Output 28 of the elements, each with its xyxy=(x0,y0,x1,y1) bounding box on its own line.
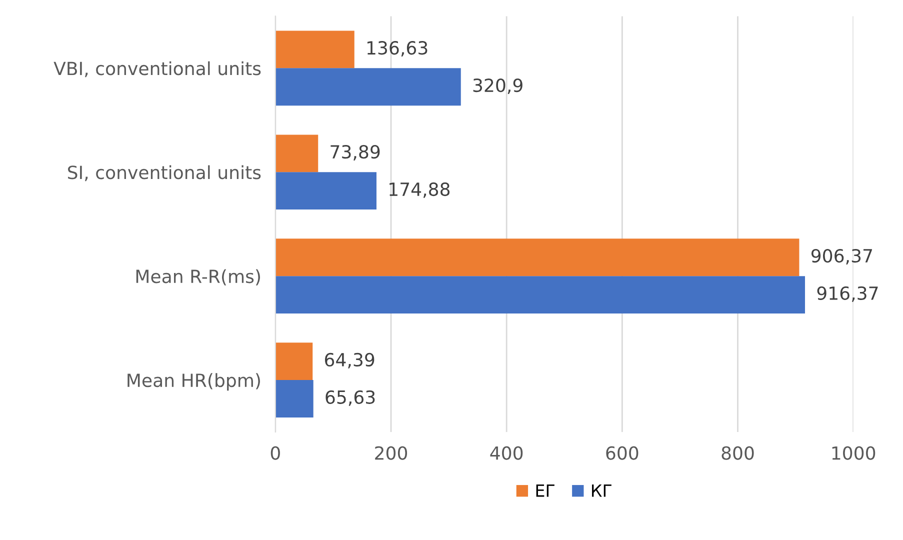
bar xyxy=(275,380,314,418)
data-label: 136,63 xyxy=(367,41,428,57)
data-label: 320,9 xyxy=(473,78,522,94)
data-label: 916,37 xyxy=(817,286,878,302)
bar xyxy=(275,30,354,68)
x-tick-label: 800 xyxy=(722,446,754,460)
x-tick-label: 400 xyxy=(490,446,523,460)
data-label: 174,88 xyxy=(390,182,450,198)
bar xyxy=(275,342,313,380)
bar xyxy=(275,68,461,106)
y-tick-label: VBI, conventional units xyxy=(54,61,261,78)
bar xyxy=(275,172,376,210)
y-tick-label: Mean HR(bpm) xyxy=(128,373,260,391)
data-label: 65,63 xyxy=(326,390,375,406)
legend-label: ЕГ xyxy=(536,484,554,497)
bar xyxy=(275,238,800,276)
bar xyxy=(275,276,806,314)
data-label: 73,89 xyxy=(330,144,380,160)
y-tick-label: SI, conventional units xyxy=(68,165,261,182)
y-tick-label: Mean R-R(ms) xyxy=(136,269,260,286)
x-tick-label: 600 xyxy=(606,446,638,460)
x-tick-label: 200 xyxy=(375,446,408,460)
legend-label: КГ xyxy=(592,484,612,497)
bar xyxy=(275,134,318,172)
x-tick-label: 0 xyxy=(270,446,280,460)
data-label: 64,39 xyxy=(325,352,374,368)
data-label: 906,37 xyxy=(811,248,872,264)
x-tick-label: 1000 xyxy=(832,446,876,460)
